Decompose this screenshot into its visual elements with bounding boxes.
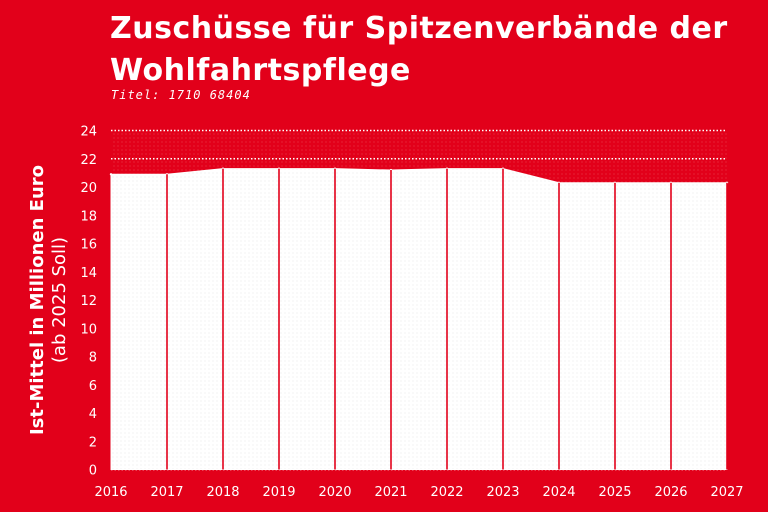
- x-tick-label: 2021: [374, 485, 407, 500]
- x-tick-label: 2023: [486, 485, 519, 500]
- x-tick-label: 2022: [430, 485, 463, 500]
- series-area: [110, 168, 728, 470]
- y-tick-label: 10: [80, 322, 97, 337]
- y-tick-label: 4: [89, 407, 97, 422]
- x-tick-label: 2019: [262, 485, 295, 500]
- y-tick-label: 24: [80, 125, 97, 140]
- x-tick-label: 2025: [598, 485, 631, 500]
- y-tick-label: 8: [89, 351, 97, 366]
- y-tick-label: 6: [89, 379, 97, 394]
- x-tick-label: 2020: [318, 485, 351, 500]
- y-tick-label: 12: [80, 294, 97, 309]
- y-tick-label: 18: [80, 209, 97, 224]
- x-tick-label: 2026: [654, 485, 687, 500]
- x-tick-label: 2027: [710, 485, 743, 500]
- data-point: [109, 173, 113, 176]
- y-tick-label: 14: [80, 266, 97, 281]
- y-tick-label: 22: [80, 153, 97, 168]
- y-tick-label: 0: [89, 464, 97, 479]
- chart-subtitle: Titel: 1710 68404: [111, 88, 251, 102]
- y-tick-label: 2: [89, 435, 97, 450]
- x-tick-label: 2017: [150, 485, 183, 500]
- x-tick-label: 2024: [542, 485, 575, 500]
- chart-title: Zuschüsse für Spitzenverbände der Wohlfa…: [110, 11, 728, 88]
- y-tick-label: 20: [80, 181, 97, 196]
- y-tick-label: 16: [80, 238, 97, 253]
- x-tick-label: 2018: [206, 485, 239, 500]
- x-tick-label: 2016: [94, 485, 127, 500]
